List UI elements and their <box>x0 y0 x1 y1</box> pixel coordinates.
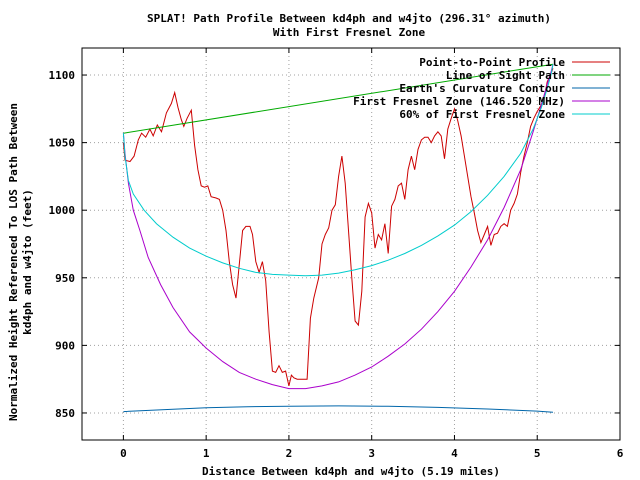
y-tick-label: 1000 <box>49 204 76 217</box>
legend-label: Earth's Curvature Contour <box>399 82 565 95</box>
x-tick-label: 4 <box>451 447 458 460</box>
x-tick-label: 5 <box>534 447 541 460</box>
y-tick-label: 900 <box>55 339 75 352</box>
y-axis-label-line-1: Normalized Height Referenced To LOS Path… <box>7 103 20 421</box>
y-tick-label: 950 <box>55 272 75 285</box>
series-line-point-to-point-profile <box>122 68 554 387</box>
series-line-60-of-first-fresnel-zone <box>122 64 554 277</box>
plot-frame <box>81 47 621 441</box>
data-series <box>122 63 554 413</box>
x-tick-label: 1 <box>203 447 210 460</box>
chart-title-line-2: With First Fresnel Zone <box>273 26 426 39</box>
y-tick-label: 1050 <box>49 137 76 150</box>
series-line-first-fresnel-zone-146-520-mhz <box>122 64 554 390</box>
chart-title-line-1: SPLAT! Path Profile Between kd4ph and w4… <box>147 12 551 25</box>
grid-lines <box>82 48 620 440</box>
x-tick-label: 2 <box>286 447 293 460</box>
axis-ticks: 0 1 2 3 4 5 6 850 900 950 1000 1050 1100 <box>49 48 624 460</box>
series-line-earth-s-curvature-contour <box>123 405 554 413</box>
series-line-line-of-sight-path <box>123 63 554 134</box>
x-tick-label: 0 <box>120 447 127 460</box>
y-tick-label: 1100 <box>49 69 76 82</box>
legend-label: 60% of First Fresnel Zone <box>399 108 565 121</box>
legend-label: Point-to-Point Profile <box>419 56 565 69</box>
x-axis-label: Distance Between kd4ph and w4jto (5.19 m… <box>202 465 500 478</box>
y-axis-label-line-2: kd4ph and w4jto (feet) <box>21 189 34 335</box>
x-tick-label: 3 <box>368 447 375 460</box>
legend-label: Line of Sight Path <box>446 69 565 82</box>
legend-label: First Fresnel Zone (146.520 MHz) <box>353 95 565 108</box>
y-tick-label: 850 <box>55 407 75 420</box>
x-tick-label: 6 <box>617 447 624 460</box>
